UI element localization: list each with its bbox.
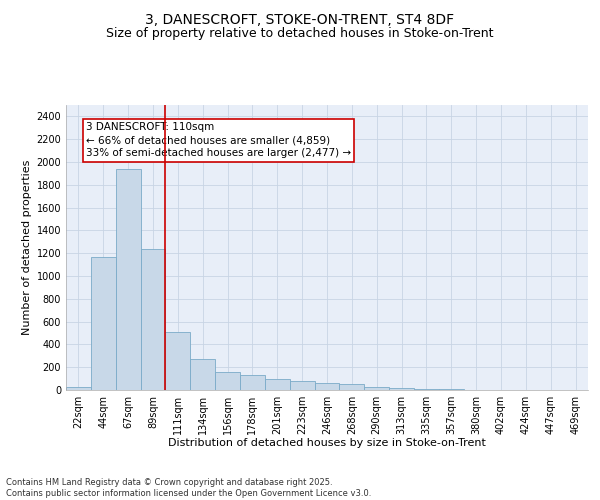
Y-axis label: Number of detached properties: Number of detached properties bbox=[22, 160, 32, 335]
Text: Contains HM Land Registry data © Crown copyright and database right 2025.
Contai: Contains HM Land Registry data © Crown c… bbox=[6, 478, 371, 498]
Text: Size of property relative to detached houses in Stoke-on-Trent: Size of property relative to detached ho… bbox=[106, 28, 494, 40]
Bar bbox=[290, 381, 314, 390]
Bar bbox=[190, 359, 215, 390]
Bar bbox=[314, 383, 340, 390]
Text: 3, DANESCROFT, STOKE-ON-TRENT, ST4 8DF: 3, DANESCROFT, STOKE-ON-TRENT, ST4 8DF bbox=[145, 12, 455, 26]
Bar bbox=[414, 389, 439, 390]
Bar bbox=[340, 384, 364, 390]
Bar bbox=[265, 379, 290, 390]
Bar bbox=[389, 388, 414, 390]
Text: 3 DANESCROFT: 110sqm
← 66% of detached houses are smaller (4,859)
33% of semi-de: 3 DANESCROFT: 110sqm ← 66% of detached h… bbox=[86, 122, 351, 158]
Bar bbox=[116, 169, 140, 390]
Bar bbox=[215, 372, 240, 390]
Bar bbox=[91, 256, 116, 390]
Bar bbox=[166, 332, 190, 390]
Bar bbox=[364, 386, 389, 390]
Bar bbox=[66, 386, 91, 390]
Bar bbox=[240, 375, 265, 390]
Bar bbox=[140, 248, 166, 390]
X-axis label: Distribution of detached houses by size in Stoke-on-Trent: Distribution of detached houses by size … bbox=[168, 438, 486, 448]
